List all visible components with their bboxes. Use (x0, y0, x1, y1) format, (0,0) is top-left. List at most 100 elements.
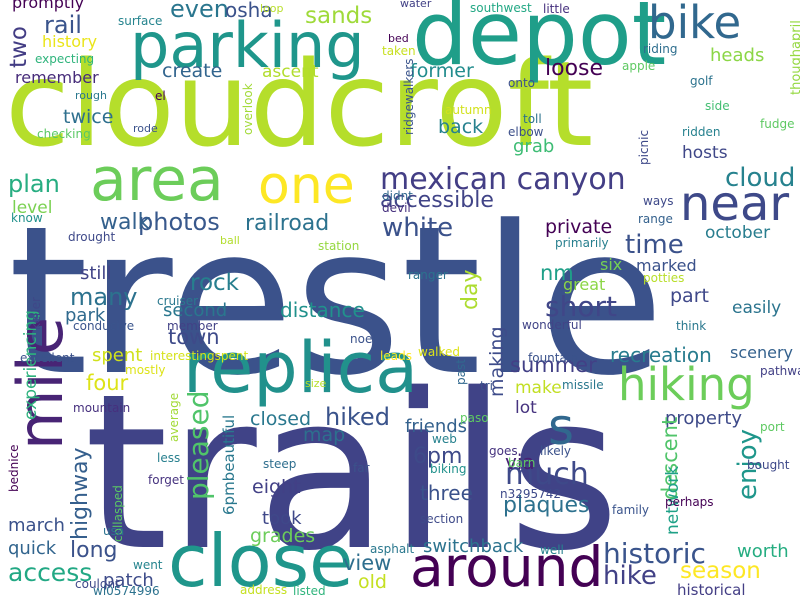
word-apple: apple (622, 59, 656, 73)
word-walked: walked (418, 345, 461, 359)
word-hiking: hiking (618, 358, 755, 411)
word-highway: highway (68, 447, 93, 540)
word-sands: sands (305, 3, 373, 29)
word-picnic: picnic (637, 129, 651, 165)
word-primarily: primarily (555, 236, 609, 250)
word-6pm: 6pm (413, 444, 463, 469)
word-historical: historical (677, 581, 746, 599)
word-bed: bed (388, 32, 409, 45)
word-6pmbeautiful: 6pmbeautiful (220, 414, 238, 515)
word-close: close (168, 519, 354, 600)
word-rode: rode (133, 122, 158, 135)
word-elbow: elbow (508, 125, 544, 139)
word-bike: bike (648, 0, 742, 49)
word-know: know (11, 211, 43, 225)
word-rough: rough (75, 89, 107, 102)
word-walk: walk (100, 210, 151, 235)
word-past: past (454, 359, 468, 385)
word-conducive: conducive (73, 319, 135, 333)
word-ball: ball (220, 234, 240, 247)
word-pathway: pathway (760, 364, 800, 378)
word-create: create (162, 60, 223, 82)
word-three: three (420, 481, 473, 505)
word-replica: replica (183, 327, 419, 409)
word-onto: onto (508, 76, 535, 90)
word-likely: likely (540, 444, 572, 458)
word-photos: photos (138, 208, 220, 236)
word-address: address (240, 583, 288, 597)
word-hiked: hiked (325, 403, 390, 431)
word-interestingspent: interestingspent (150, 349, 249, 363)
word-grab: grab (513, 136, 555, 157)
word-fudge: fudge (760, 117, 795, 131)
word-little: little (543, 2, 570, 16)
word-web: web (432, 432, 457, 446)
word-couldnt: couldnt (75, 577, 120, 591)
word-short: short (545, 290, 617, 323)
word-two: two (6, 26, 32, 68)
word-listed: listed (293, 584, 326, 598)
word-cloudcroft: cloudcroft (5, 35, 594, 173)
word-range: range (638, 212, 673, 226)
word-el: el (155, 89, 166, 103)
word-thoughapril: thoughapril (789, 20, 800, 95)
word-devil: devil (382, 201, 411, 215)
word-trestle: trestle (8, 183, 665, 421)
word-mile: mile (4, 317, 77, 450)
word-perhaps: perhaps (665, 495, 714, 509)
word-quick: quick (8, 538, 57, 559)
word-bought: bought (747, 458, 790, 472)
word-scenery: scenery (730, 343, 794, 362)
word-map: map (303, 424, 346, 446)
word-historic: historic (603, 537, 706, 570)
word-great: great (563, 275, 606, 294)
word-wl0574996: wl0574996 (93, 584, 160, 598)
word-october: october (705, 223, 771, 243)
word-view: view (343, 551, 392, 575)
word-mountain: mountain (73, 401, 131, 415)
word-property: property (665, 408, 743, 429)
word-twice: twice (63, 106, 114, 128)
word-much: much (505, 457, 589, 492)
word-average: average (167, 392, 181, 442)
word-six: six (600, 255, 623, 274)
word-promptly: promptly (12, 0, 85, 12)
word-n3295742: n3295742 (500, 487, 562, 501)
word-worth: worth (737, 541, 789, 562)
word-long: long (70, 538, 118, 563)
word-side: side (705, 99, 730, 113)
word-history: history (42, 32, 98, 51)
word-asphalt: asphalt (370, 542, 415, 556)
word-heads: heads (710, 45, 765, 66)
word-southwest: southwest (470, 1, 532, 15)
word-usa: usa (103, 524, 125, 538)
word-white: white (382, 213, 454, 243)
word-pleased: pleased (182, 390, 215, 500)
word-biking: biking (430, 462, 467, 476)
word-forget: forget (148, 473, 184, 487)
word-even: even (170, 0, 229, 23)
word-loop: loop (260, 2, 284, 15)
word-checking: checking (37, 127, 91, 141)
word-took: took (262, 508, 302, 529)
word-fountain: fountain (528, 351, 578, 365)
word-ascent: ascent (262, 62, 319, 82)
word-one: one (258, 156, 355, 216)
word-accessible: accessible (380, 188, 494, 213)
word-ridgewalkers: ridgewalkers (402, 58, 416, 135)
word-went: went (133, 558, 163, 572)
word-drought: drought (68, 230, 116, 244)
word-tri: tri (480, 379, 493, 393)
word-via: via (505, 450, 535, 474)
word-golf: golf (690, 74, 713, 88)
word-paso: paso (460, 411, 489, 425)
word-bednice: bednice (7, 444, 21, 492)
word-goes: goes (489, 444, 518, 458)
word-station: station (318, 239, 360, 253)
word-expecting: expecting (35, 52, 95, 66)
word-private: private (545, 216, 613, 238)
word-surface: surface (118, 14, 163, 28)
word-family: family (612, 503, 650, 517)
word-closed: closed (250, 408, 311, 430)
